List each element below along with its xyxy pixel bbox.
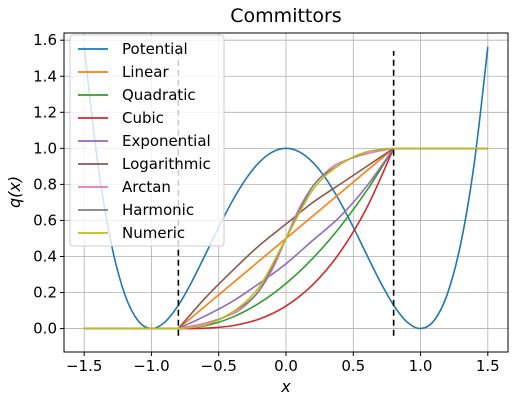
y-axis-title: q(x): [5, 176, 24, 208]
series-line-quadratic: [84, 147, 488, 330]
series-line-numeric: [84, 147, 488, 330]
y-tick-label: 1.0: [33, 139, 57, 157]
series-layer: [83, 46, 489, 330]
legend-label: Linear: [122, 63, 169, 81]
y-tick-label: 1.4: [33, 67, 57, 85]
y-tick-label: 0.8: [33, 175, 57, 193]
y-tick-label: 1.2: [33, 103, 57, 121]
x-ticks: −1.5 −1.0 −0.5 0.0 0.5 1.0 1.5: [66, 352, 500, 375]
y-tick-label: 0.4: [33, 247, 57, 265]
y-tick-label: 1.6: [33, 31, 57, 49]
legend-label: Cubic: [122, 109, 164, 127]
legend-label: Quadratic: [122, 86, 196, 104]
series-line-exponential: [84, 147, 488, 330]
x-tick-label: 1.5: [476, 357, 500, 375]
series-line-logarithmic: [84, 147, 488, 330]
legend-label: Harmonic: [122, 201, 194, 219]
x-tick-label: 0.5: [341, 357, 365, 375]
x-tick-label: 1.0: [409, 357, 433, 375]
legend-label: Potential: [122, 40, 188, 58]
x-tick-label: 0.0: [274, 357, 298, 375]
x-tick-label: −1.0: [133, 357, 169, 375]
legend-label: Arctan: [122, 178, 171, 196]
y-tick-label: 0.0: [33, 320, 57, 338]
x-tick-label: −0.5: [201, 357, 237, 375]
chart-title: Committors: [230, 5, 341, 27]
legend-box: [69, 34, 225, 247]
legend-entries: Potential Linear Quadratic Cubic Exponential…: [78, 40, 211, 242]
legend-label: Numeric: [122, 224, 185, 242]
x-axis-title: x: [280, 377, 291, 396]
y-tick-label: 0.6: [33, 211, 57, 229]
legend-label: Logarithmic: [122, 155, 211, 173]
y-ticks: 0.0 0.2 0.4 0.6 0.8 1.0 1.2 1.4 1.6: [33, 31, 64, 338]
x-tick-label: −1.5: [66, 357, 102, 375]
legend: Potential Linear Quadratic Cubic Exponential…: [69, 34, 225, 247]
legend-label: Exponential: [122, 132, 211, 150]
y-tick-label: 0.2: [33, 284, 57, 302]
series-line-cubic: [84, 147, 488, 330]
